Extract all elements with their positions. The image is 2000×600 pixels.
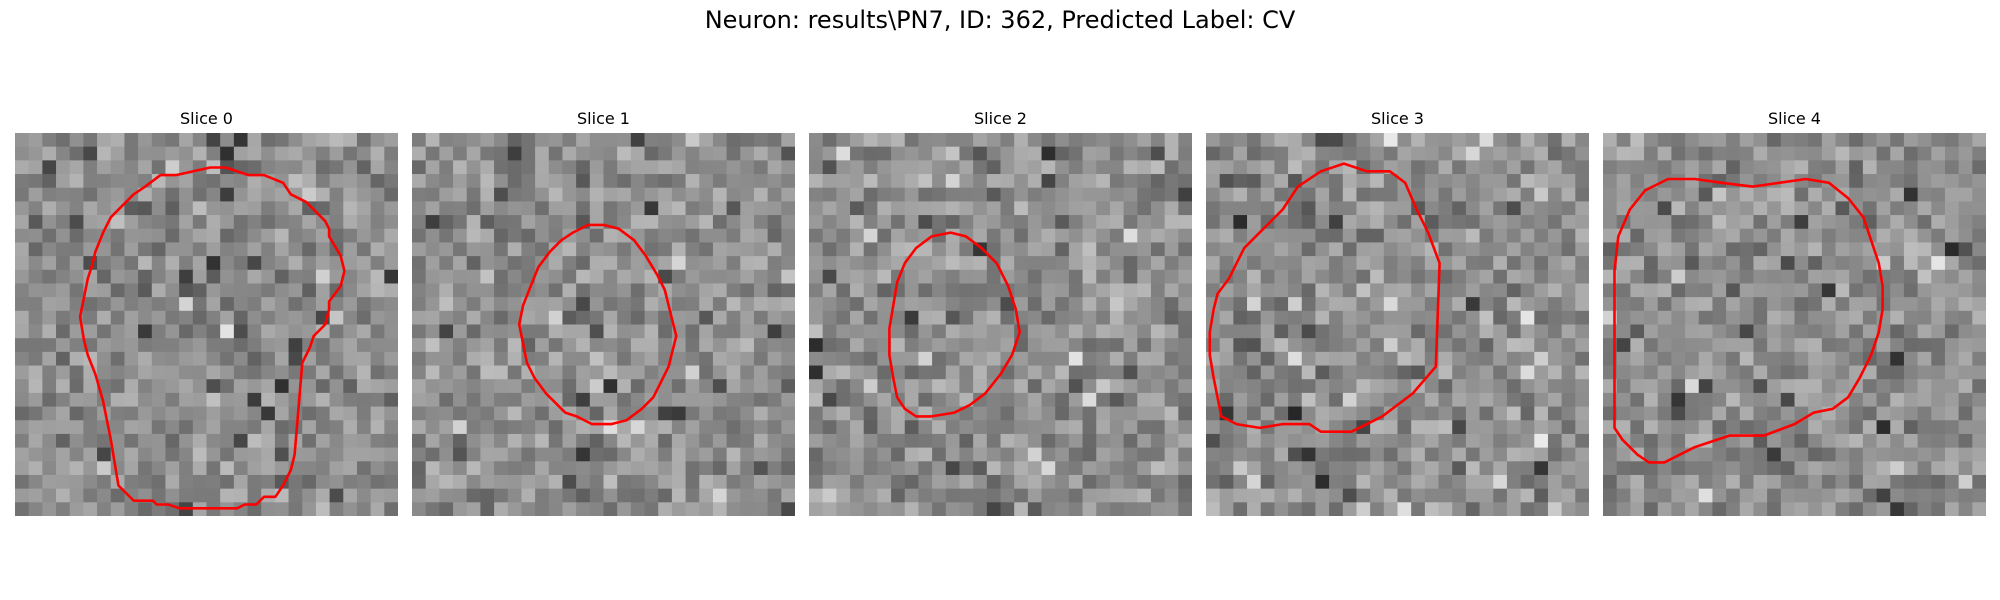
slice-title: Slice 2	[974, 109, 1027, 128]
roi-contour	[517, 223, 678, 426]
slice-title: Slice 3	[1371, 109, 1424, 128]
roi-contour	[1613, 177, 1884, 464]
slice-image	[412, 133, 795, 516]
slice-title: Slice 4	[1768, 109, 1821, 128]
slice-title: Slice 1	[577, 109, 630, 128]
grayscale-pixels	[15, 133, 398, 516]
slice-panel-1: Slice 1	[412, 108, 795, 516]
grayscale-pixels	[1206, 133, 1589, 516]
slice-panel-2: Slice 2	[809, 108, 1192, 516]
slice-image	[1603, 133, 1986, 516]
slice-panel-4: Slice 4	[1603, 108, 1986, 516]
slice-image	[809, 133, 1192, 516]
slice-panel-3: Slice 3	[1206, 108, 1589, 516]
grayscale-pixels	[809, 133, 1192, 516]
grayscale-pixels	[412, 133, 795, 516]
grayscale-pixels	[1603, 133, 1986, 516]
roi-contour	[1208, 162, 1441, 434]
figure-title: Neuron: results\PN7, ID: 362, Predicted …	[704, 6, 1296, 34]
slice-title: Slice 0	[180, 109, 233, 128]
slice-panel-0: Slice 0	[15, 108, 398, 516]
slice-image	[15, 133, 398, 516]
slice-image	[1206, 133, 1589, 516]
roi-contour	[888, 231, 1021, 418]
roi-contour	[78, 166, 346, 510]
